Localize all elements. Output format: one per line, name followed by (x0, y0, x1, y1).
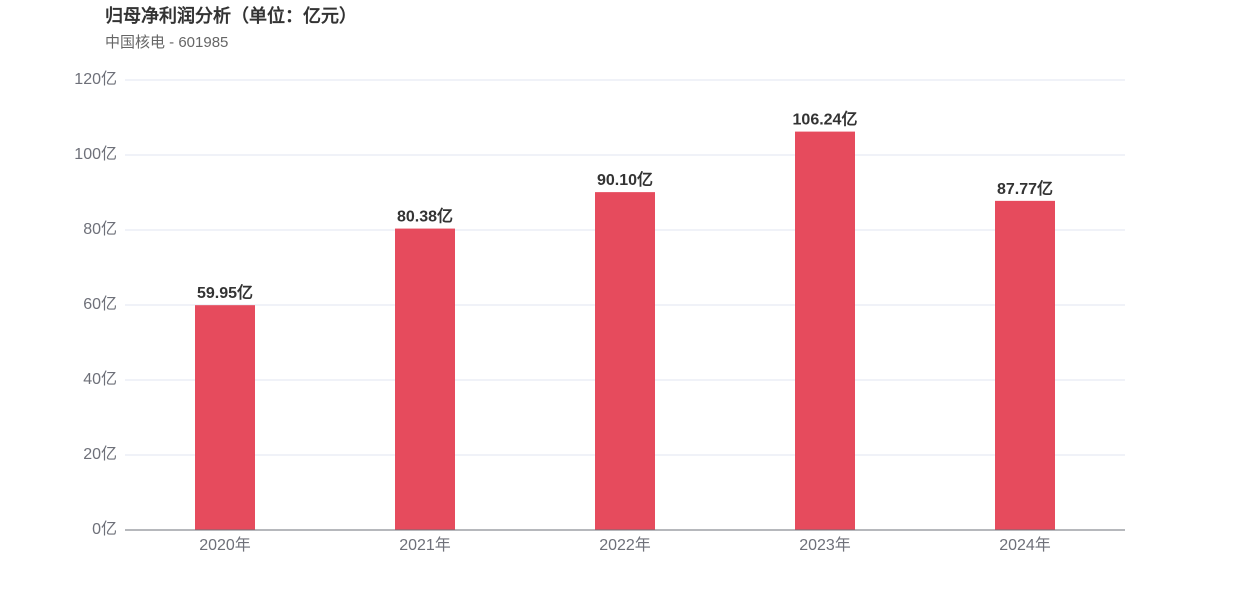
y-tick-label: 100亿 (74, 145, 117, 163)
data-label: 59.95亿 (197, 283, 253, 302)
data-label: 80.38亿 (397, 207, 453, 226)
chart-subtitle: 中国核电 - 601985 (105, 34, 229, 51)
data-label: 87.77亿 (997, 179, 1053, 198)
x-axis-ticks: 2020年 2021年 2022年 2023年 2024年 (199, 536, 1051, 554)
y-tick-label: 60亿 (83, 295, 117, 313)
chart-title: 归母净利润分析（单位：亿元） (105, 6, 357, 26)
y-tick-label: 120亿 (74, 70, 117, 88)
bar (195, 305, 255, 530)
data-label: 106.24亿 (793, 110, 858, 129)
bars (195, 131, 1055, 531)
y-tick-label: 0亿 (92, 520, 117, 538)
x-tick-label: 2021年 (399, 536, 451, 554)
x-tick-label: 2020年 (199, 536, 251, 554)
bar (395, 228, 455, 530)
y-tick-label: 40亿 (83, 370, 117, 388)
bar (595, 192, 655, 530)
x-tick-label: 2023年 (799, 536, 851, 554)
data-labels: 59.95亿 80.38亿 90.10亿 106.24亿 87.77亿 (197, 110, 1053, 303)
x-tick-label: 2024年 (999, 536, 1051, 554)
bar (995, 200, 1055, 531)
y-axis-ticks: 0亿 20亿 40亿 60亿 80亿 100亿 120亿 (74, 70, 117, 538)
y-tick-label: 20亿 (83, 445, 117, 463)
y-tick-label: 80亿 (83, 220, 117, 238)
bar (795, 131, 855, 530)
x-tick-label: 2022年 (599, 536, 651, 554)
data-label: 90.10亿 (597, 170, 653, 189)
